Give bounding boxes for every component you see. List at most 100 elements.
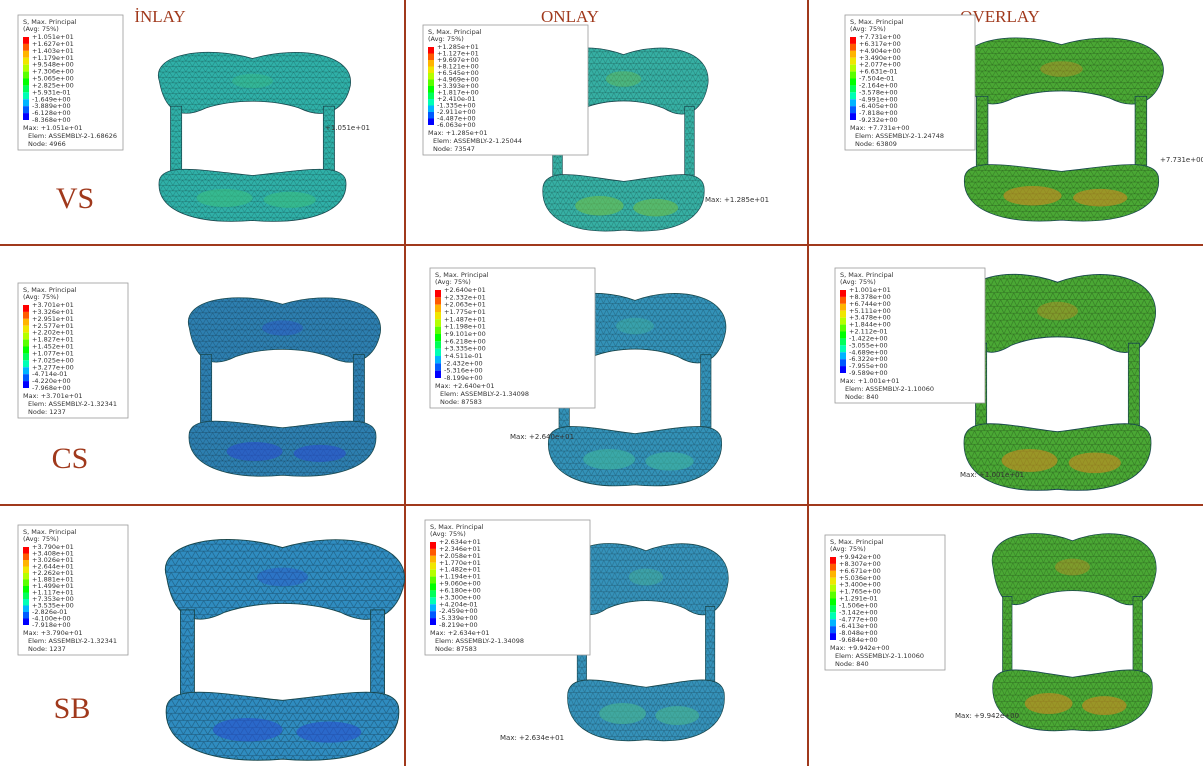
color-bar-segment: [23, 560, 29, 567]
stress-spot: [197, 189, 253, 207]
legend-elem: Elem: ASSEMBLY-2-1.10060: [845, 385, 934, 393]
stress-spot: [1002, 449, 1058, 472]
legend-elem: Elem: ASSEMBLY-2-1.32341: [28, 637, 117, 645]
color-bar-segment: [23, 599, 29, 606]
color-bar-segment: [840, 318, 846, 325]
color-bar-segment: [430, 611, 436, 618]
color-bar-segment: [850, 44, 856, 51]
legend-avg: (Avg: 75%): [23, 25, 59, 33]
color-bar-segment: [23, 326, 29, 333]
color-bar-segment: [435, 297, 441, 304]
color-bar-segment: [430, 542, 436, 549]
stress-spot: [599, 703, 646, 724]
color-bar-segment: [850, 113, 856, 120]
color-bar-segment: [430, 597, 436, 604]
legend-elem: Elem: ASSEMBLY-2-1.68626: [28, 132, 117, 140]
stress-spot: [294, 445, 346, 462]
color-bar-segment: [830, 571, 836, 578]
row-label: SB: [54, 692, 91, 725]
stress-spot: [262, 320, 303, 335]
stress-spot: [616, 318, 654, 334]
color-bar-segment: [428, 106, 434, 113]
legend-max: Max: +1.051e+01: [23, 124, 82, 132]
mesh: [993, 670, 1153, 731]
legend-value: -8.199e+00: [444, 374, 483, 382]
stress-spot: [655, 706, 699, 725]
color-bar-segment: [850, 79, 856, 86]
fe-model: [964, 38, 1164, 221]
legend-node: Node: 1237: [28, 408, 66, 416]
max-annotation: Max: +1.285e+01: [705, 196, 769, 204]
legend-avg: (Avg: 75%): [435, 278, 471, 286]
color-bar-segment: [428, 54, 434, 61]
legend-value: -7.918e+00: [32, 621, 71, 629]
legend-max: Max: +1.285e+01: [428, 129, 487, 137]
mesh: [701, 355, 711, 432]
color-bar-segment: [23, 312, 29, 319]
stress-spot: [633, 199, 678, 217]
legend-value: -9.684e+00: [839, 636, 878, 644]
color-bar-segment: [23, 593, 29, 600]
legend-elem: Elem: ASSEMBLY-2-1.24748: [855, 132, 944, 140]
color-bar-segment: [435, 341, 441, 348]
stress-spot: [1040, 61, 1083, 77]
legend-value: -8.368e+00: [32, 116, 71, 124]
color-bar-segment: [435, 319, 441, 326]
legend-elem: Elem: ASSEMBLY-2-1.10060: [835, 652, 924, 660]
color-bar-segment: [435, 327, 441, 334]
color-bar-segment: [430, 590, 436, 597]
color-bar-segment: [430, 549, 436, 556]
mesh: [323, 106, 334, 174]
mesh: [1003, 596, 1013, 675]
color-bar-segment: [850, 65, 856, 72]
color-bar-segment: [23, 305, 29, 312]
color-bar-segment: [430, 563, 436, 570]
color-bar-segment: [428, 86, 434, 93]
mesh: [201, 355, 212, 426]
stress-spot: [257, 568, 308, 587]
color-bar-segment: [830, 578, 836, 585]
color-bar-segment: [430, 556, 436, 563]
figure: İNLAY ONLAY OVERLAY VS CS SB S, Max. Pri…: [0, 0, 1203, 766]
legend-value: -9.232e+00: [859, 116, 898, 124]
stress-spot: [575, 196, 623, 216]
color-bar-segment: [23, 85, 29, 92]
fe-model: [158, 52, 350, 221]
mesh: [568, 680, 725, 741]
color-bar-segment: [850, 58, 856, 65]
stress-spot: [213, 718, 283, 742]
color-bar-segment: [23, 353, 29, 360]
mesh: [371, 610, 385, 698]
legend-node: Node: 840: [835, 660, 869, 668]
mesh: [1135, 96, 1147, 169]
legend-max: Max: +9.942e+00: [830, 644, 889, 652]
mesh: [159, 169, 346, 221]
legend-value: -7.968e+00: [32, 384, 71, 392]
legend-avg: (Avg: 75%): [23, 293, 59, 301]
color-bar-segment: [830, 585, 836, 592]
column-header: İNLAY: [134, 7, 185, 26]
color-bar-segment: [435, 349, 441, 356]
color-bar-segment: [435, 305, 441, 312]
color-bar-segment: [830, 557, 836, 564]
max-annotation: +1.051e+01: [325, 124, 370, 132]
legend-elem: Elem: ASSEMBLY-2-1.34098: [435, 637, 524, 645]
color-bar-segment: [435, 334, 441, 341]
color-bar-segment: [430, 570, 436, 577]
stress-spot: [264, 192, 316, 208]
color-bar-segment: [840, 345, 846, 352]
color-bar-segment: [23, 106, 29, 113]
color-bar-segment: [430, 577, 436, 584]
mesh: [685, 106, 695, 179]
stress-spot: [1082, 696, 1127, 715]
color-bar-segment: [23, 44, 29, 51]
color-bar-segment: [830, 626, 836, 633]
color-bar-segment: [23, 580, 29, 587]
color-bar-segment: [830, 592, 836, 599]
color-bar-segment: [23, 606, 29, 613]
legend-node: Node: 73547: [433, 145, 475, 153]
color-bar-segment: [430, 618, 436, 625]
stress-spot: [629, 569, 663, 586]
legend-node: Node: 840: [845, 393, 879, 401]
color-bar-segment: [830, 599, 836, 606]
